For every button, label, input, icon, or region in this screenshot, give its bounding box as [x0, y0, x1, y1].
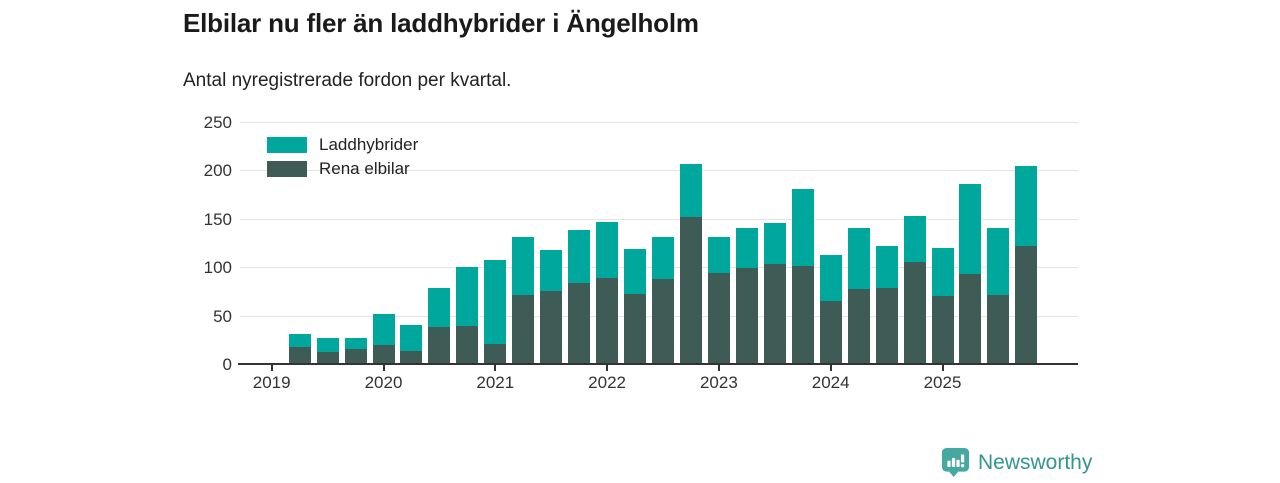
rena-elbilar-swatch — [267, 160, 307, 177]
y-gridline — [240, 170, 1078, 172]
newsworthy-bubble-chart-icon — [941, 447, 970, 478]
bar-segment-rena-elbilar — [652, 278, 674, 364]
y-axis-tick-label: 100 — [203, 258, 232, 278]
chart-title: Elbilar nu fler än laddhybrider i Ängelh… — [183, 8, 699, 38]
x-axis-year-label: 2022 — [588, 373, 626, 392]
x-axis-tick — [382, 365, 385, 371]
laddhybrider-swatch — [267, 136, 307, 153]
bar-segment-laddhybrider — [484, 260, 507, 344]
x-axis-year-label: 2020 — [364, 373, 403, 392]
legend-item-laddhybrider: Laddhybrider — [267, 136, 418, 153]
bar-segment-laddhybrider — [596, 221, 619, 278]
bar-segment-laddhybrider — [568, 230, 591, 283]
x-axis-tick — [829, 365, 832, 371]
bar-segment-rena-elbilar — [1015, 245, 1038, 364]
bar-segment-rena-elbilar — [288, 346, 311, 364]
bar-segment-rena-elbilar — [624, 294, 647, 364]
bar-segment-rena-elbilar — [484, 343, 507, 364]
bar-segment-laddhybrider — [707, 237, 730, 273]
bar-segment-laddhybrider — [903, 215, 926, 263]
bar-segment-laddhybrider — [400, 325, 423, 352]
bar-segment-laddhybrider — [679, 163, 702, 217]
y-gridline — [240, 122, 1078, 123]
y-axis-tick-label: 150 — [203, 209, 232, 229]
bar-segment-rena-elbilar — [596, 277, 619, 364]
x-axis-year-label: 2023 — [699, 373, 738, 392]
legend-label: Rena elbilar — [319, 159, 410, 178]
x-axis-year-label: 2024 — [811, 373, 850, 392]
bar-segment-rena-elbilar — [456, 326, 479, 364]
bar-segment-laddhybrider — [652, 237, 674, 279]
x-axis-tick — [717, 365, 720, 371]
y-axis-tick-label: 250 — [203, 113, 232, 132]
bar-segment-rena-elbilar — [735, 268, 758, 364]
legend-label: Laddhybrider — [319, 135, 419, 154]
bar-segment-laddhybrider — [1015, 165, 1038, 246]
bar-segment-laddhybrider — [847, 227, 870, 290]
legend-item-rena-elbilar: Rena elbilar — [267, 160, 418, 177]
bar-segment-rena-elbilar — [316, 352, 339, 364]
bar-segment-laddhybrider — [791, 188, 814, 267]
x-axis-line — [238, 363, 1078, 365]
chart-legend: Laddhybrider Rena elbilar — [267, 136, 418, 184]
x-axis-tick — [494, 365, 497, 371]
bar-segment-laddhybrider — [624, 248, 647, 295]
x-axis-year-label: 2021 — [476, 373, 515, 392]
bar-segment-rena-elbilar — [847, 289, 870, 364]
bar-segment-rena-elbilar — [707, 273, 730, 364]
y-gridline — [240, 218, 1078, 220]
bar-segment-laddhybrider — [819, 254, 842, 302]
bar-segment-rena-elbilar — [512, 295, 535, 364]
bar-segment-rena-elbilar — [791, 266, 814, 364]
newsworthy-wordmark: Newsworthy — [978, 450, 1093, 474]
bar-segment-rena-elbilar — [372, 344, 395, 364]
bar-segment-laddhybrider — [372, 313, 395, 345]
bar-segment-laddhybrider — [540, 249, 563, 292]
bar-segment-rena-elbilar — [679, 216, 702, 364]
bar-segment-rena-elbilar — [428, 327, 451, 364]
bar-segment-rena-elbilar — [875, 288, 898, 364]
bar-segment-laddhybrider — [288, 333, 311, 347]
bar-segment-rena-elbilar — [400, 351, 423, 364]
bar-segment-laddhybrider — [344, 337, 367, 349]
bar-segment-rena-elbilar — [959, 273, 982, 364]
x-axis-year-label: 2019 — [252, 373, 291, 392]
x-axis-tick — [941, 365, 944, 371]
bar-segment-rena-elbilar — [819, 301, 842, 364]
bar-segment-rena-elbilar — [344, 348, 367, 364]
bar-segment-laddhybrider — [959, 183, 982, 274]
x-axis-tick — [606, 365, 609, 371]
bar-segment-laddhybrider — [987, 228, 1010, 296]
bar-segment-laddhybrider — [763, 222, 786, 265]
bar-segment-rena-elbilar — [540, 291, 563, 364]
y-axis-tick-label: 200 — [203, 161, 232, 181]
chart-subtitle: Antal nyregistrerade fordon per kvartal. — [183, 70, 512, 91]
bar-segment-laddhybrider — [735, 227, 758, 269]
x-axis-year-label: 2025 — [923, 373, 962, 392]
bar-segment-rena-elbilar — [931, 296, 954, 364]
bar-segment-rena-elbilar — [903, 262, 926, 364]
bar-segment-rena-elbilar — [763, 264, 786, 364]
y-axis-tick-label: 0 — [222, 355, 232, 374]
y-axis-tick-label: 50 — [213, 306, 232, 326]
bar-segment-laddhybrider — [316, 337, 339, 353]
bar-segment-laddhybrider — [875, 245, 898, 289]
bar-segment-rena-elbilar — [568, 282, 591, 364]
bar-segment-laddhybrider — [931, 247, 954, 297]
bar-segment-rena-elbilar — [987, 295, 1010, 364]
bar-segment-laddhybrider — [456, 267, 479, 327]
x-axis-tick — [270, 365, 273, 371]
bar-segment-laddhybrider — [512, 237, 535, 296]
bar-segment-laddhybrider — [428, 288, 451, 328]
newsworthy-logo[interactable]: Newsworthy — [941, 447, 1092, 478]
